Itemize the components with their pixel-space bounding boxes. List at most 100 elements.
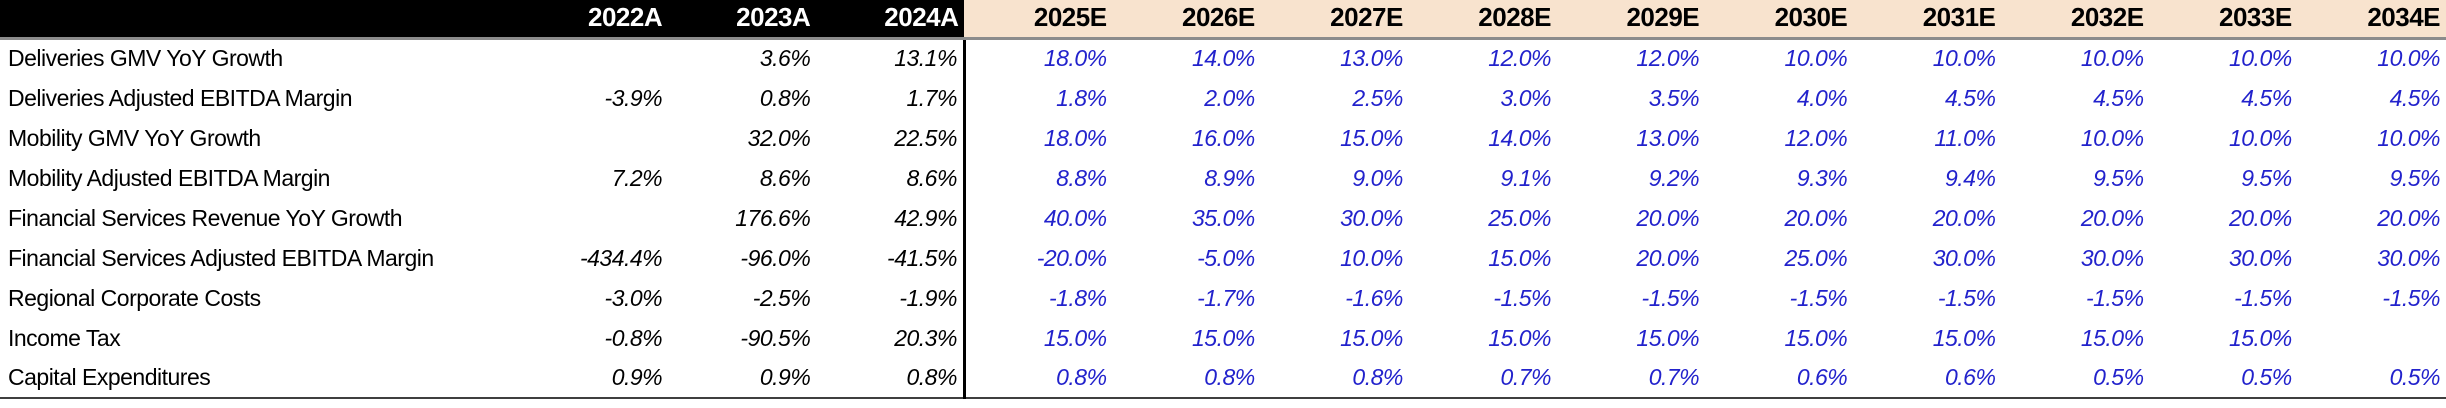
estimate-value-cell[interactable]: 1.8% — [962, 78, 1113, 118]
actual-value-cell[interactable]: -0.8% — [604, 324, 663, 351]
actual-value-cell[interactable]: 0.9% — [611, 364, 663, 390]
estimate-value-cell[interactable]: 14.0% — [1488, 124, 1551, 151]
estimate-value-cell[interactable]: 30.0% — [2080, 244, 2144, 271]
estimate-value-cell[interactable]: 15.0% — [2080, 324, 2144, 351]
year-header-cell-2032e[interactable]: 2032E — [2001, 0, 2150, 40]
estimate-value-cell[interactable]: 9.5% — [2241, 164, 2292, 191]
year-header-cell-2034e[interactable]: 2034E — [2297, 0, 2446, 40]
estimate-value-cell[interactable]: 30.0% — [1932, 244, 1996, 271]
estimate-value-cell[interactable]: 10.0% — [2080, 124, 2144, 151]
estimate-value-cell[interactable]: 9.2% — [1648, 164, 1700, 191]
actual-value-cell[interactable]: 1.7% — [906, 84, 957, 111]
actual-value-cell[interactable]: 176.6% — [735, 204, 811, 231]
row-label-cell[interactable]: Deliveries GMV YoY Growth — [8, 45, 283, 72]
estimate-value-cell[interactable]: 0.5% — [2241, 364, 2292, 390]
estimate-value-cell[interactable]: 20.0% — [1636, 204, 1700, 231]
actual-value-cell[interactable]: 42.9% — [894, 204, 957, 231]
estimate-value-cell[interactable]: 30.0% — [2228, 244, 2292, 271]
estimate-value-cell[interactable]: 20.0% — [1636, 244, 1700, 271]
estimate-value-cell[interactable]: 15.0% — [1784, 324, 1848, 351]
actual-value-cell[interactable]: -3.0% — [604, 284, 663, 311]
estimate-value-cell[interactable]: -5.0% — [1197, 244, 1255, 271]
estimate-value-cell[interactable]: -20.0% — [962, 238, 1113, 278]
row-label-cell[interactable]: Regional Corporate Costs — [8, 284, 261, 311]
row-label-cell[interactable]: Income Tax — [8, 324, 121, 351]
year-header-cell-2029e[interactable]: 2029E — [1556, 0, 1706, 40]
estimate-value-cell[interactable]: 4.5% — [2389, 84, 2441, 111]
estimate-value-cell[interactable]: 40.0% — [962, 198, 1113, 238]
year-header-cell-2031e[interactable]: 2031E — [1853, 0, 2002, 40]
estimate-value-cell[interactable]: 12.0% — [1636, 45, 1700, 72]
year-header-cell-2033e[interactable]: 2033E — [2149, 0, 2298, 40]
actual-value-cell[interactable]: 3.6% — [759, 45, 811, 72]
year-header-cell-2026e[interactable]: 2026E — [1112, 0, 1261, 40]
actual-value-cell[interactable]: -90.5% — [740, 324, 811, 351]
actual-value-cell[interactable] — [520, 198, 668, 238]
estimate-value-cell[interactable]: 20.0% — [1932, 204, 1996, 231]
year-header-cell-2028e[interactable]: 2028E — [1408, 0, 1557, 40]
estimate-value-cell[interactable]: 20.0% — [1784, 204, 1848, 231]
row-label-cell[interactable]: Deliveries Adjusted EBITDA Margin — [8, 84, 353, 111]
estimate-value-cell[interactable]: 9.5% — [2093, 164, 2144, 191]
row-label-cell[interactable]: Mobility Adjusted EBITDA Margin — [8, 164, 330, 191]
estimate-value-cell[interactable]: 8.8% — [962, 158, 1113, 198]
actual-value-cell[interactable]: 0.8% — [906, 364, 957, 390]
estimate-value-cell[interactable]: 2.5% — [1352, 84, 1403, 111]
actual-value-cell[interactable]: 0.9% — [759, 364, 811, 390]
estimate-value-cell[interactable]: 15.0% — [1191, 324, 1255, 351]
estimate-value-cell[interactable]: -1.5% — [1641, 284, 1700, 311]
estimate-value-cell[interactable]: -1.5% — [1937, 284, 1996, 311]
estimate-value-cell[interactable]: 25.0% — [1488, 204, 1551, 231]
estimate-value-cell[interactable]: 3.0% — [1500, 84, 1552, 111]
estimate-value-cell[interactable]: -1.5% — [2382, 284, 2440, 311]
year-header-cell-2027e[interactable]: 2027E — [1260, 0, 1409, 40]
estimate-value-cell[interactable]: 30.0% — [2377, 244, 2440, 271]
estimate-value-cell[interactable]: -1.6% — [1345, 284, 1403, 311]
estimate-value-cell[interactable]: 15.0% — [1636, 324, 1700, 351]
estimate-value-cell[interactable]: 4.5% — [1944, 84, 1996, 111]
estimate-value-cell[interactable]: 4.5% — [2241, 84, 2292, 111]
estimate-value-cell[interactable]: 11.0% — [1934, 124, 1996, 151]
actual-value-cell[interactable] — [520, 118, 668, 158]
estimate-value-cell[interactable]: 18.0% — [962, 118, 1113, 158]
estimate-value-cell[interactable]: 4.5% — [2093, 84, 2144, 111]
estimate-value-cell[interactable]: 18.0% — [962, 38, 1113, 78]
estimate-value-cell[interactable]: 0.5% — [2389, 364, 2441, 390]
year-header-cell-2024a[interactable]: 2024A — [816, 0, 965, 40]
row-label-cell[interactable]: Financial Services Adjusted EBITDA Margi… — [8, 244, 434, 271]
actual-value-cell[interactable]: 7.2% — [611, 164, 663, 191]
estimate-value-cell[interactable]: 8.9% — [1204, 164, 1255, 191]
actual-value-cell[interactable]: 8.6% — [906, 164, 957, 191]
estimate-value-cell[interactable]: 15.0% — [1340, 324, 1403, 351]
estimate-value-cell[interactable]: -1.5% — [1493, 284, 1551, 311]
estimate-value-cell[interactable]: 0.5% — [2093, 364, 2144, 390]
estimate-value-cell[interactable]: 20.0% — [2080, 204, 2144, 231]
estimate-value-cell[interactable]: 13.0% — [1636, 124, 1700, 151]
row-label-cell[interactable]: Capital Expenditures — [8, 364, 211, 390]
actual-value-cell[interactable]: 8.6% — [759, 164, 811, 191]
actual-value-cell[interactable]: 0.8% — [759, 84, 811, 111]
estimate-value-cell[interactable]: 14.0% — [1191, 45, 1255, 72]
estimate-value-cell[interactable]: 10.0% — [2377, 45, 2440, 72]
estimate-value-cell[interactable]: 10.0% — [1932, 45, 1996, 72]
actual-value-cell[interactable] — [520, 38, 668, 78]
estimate-value-cell[interactable]: 9.1% — [1500, 164, 1552, 191]
estimate-value-cell[interactable]: 20.0% — [2228, 204, 2292, 231]
estimate-value-cell[interactable]: 9.4% — [1944, 164, 1996, 191]
estimate-value-cell[interactable] — [2298, 318, 2446, 358]
estimate-value-cell[interactable]: 4.0% — [1796, 84, 1848, 111]
estimate-value-cell[interactable]: 15.0% — [1488, 324, 1551, 351]
estimate-value-cell[interactable]: 10.0% — [1340, 244, 1403, 271]
estimate-value-cell[interactable]: 15.0% — [2228, 324, 2292, 351]
row-label-cell[interactable]: Financial Services Revenue YoY Growth — [8, 204, 403, 231]
estimate-value-cell[interactable]: 15.0% — [1488, 244, 1551, 271]
corner-cell[interactable] — [0, 0, 520, 40]
estimate-value-cell[interactable]: 35.0% — [1191, 204, 1255, 231]
estimate-value-cell[interactable]: 0.8% — [1352, 364, 1403, 390]
actual-value-cell[interactable]: -1.9% — [899, 284, 957, 311]
estimate-value-cell[interactable]: 16.0% — [1191, 124, 1255, 151]
actual-value-cell[interactable]: -96.0% — [740, 244, 811, 271]
estimate-value-cell[interactable]: 10.0% — [2228, 124, 2292, 151]
estimate-value-cell[interactable]: 10.0% — [2080, 45, 2144, 72]
estimate-value-cell[interactable]: -1.5% — [2234, 284, 2292, 311]
